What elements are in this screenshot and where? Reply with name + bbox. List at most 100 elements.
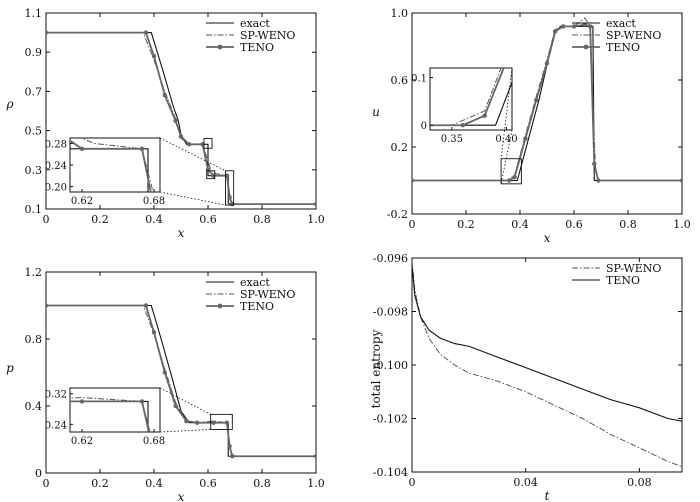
inset-series-marker-2-1 xyxy=(460,123,465,128)
legend-entry: SP-WENO xyxy=(606,29,661,42)
inset-y-tick-label: 0 xyxy=(421,121,427,132)
x-tick-label: 0.4 xyxy=(145,213,163,226)
inset-series-marker-2-8 xyxy=(56,130,60,134)
legend-entry: exact xyxy=(240,276,270,289)
legend-entry: exact xyxy=(606,17,636,30)
series-line-2 xyxy=(46,31,316,205)
series-marker-2-3 xyxy=(523,136,528,141)
x-tick-label: 0.8 xyxy=(253,213,271,226)
y-tick-label: 0.1 xyxy=(25,203,43,216)
y-tick-label: 0.5 xyxy=(25,125,43,138)
inset-series-marker-2-10 xyxy=(139,146,145,151)
legend-entry: SP-WENO xyxy=(606,262,661,275)
series-marker-2-6 xyxy=(195,420,200,425)
x-tick-label: 0.6 xyxy=(199,213,217,226)
series-marker-2-11 xyxy=(592,161,597,166)
x-axis-label: x xyxy=(544,231,551,245)
inset-series-line-2 xyxy=(430,68,505,127)
inset-y-tick-label: 0.1 xyxy=(411,74,427,85)
legend-entry: TENO xyxy=(606,274,640,287)
chart-panel-0: 0 0.2 0.4 0.6 0.8 1.0 0.1 0.3 0.5 0.7 0.9 1.1 x ρ exac… xyxy=(5,7,325,240)
x-tick-label: 0.4 xyxy=(511,218,529,231)
inset-connector-bottom xyxy=(159,191,226,206)
series-marker-2-12 xyxy=(596,178,601,183)
y-tick-label: 0.7 xyxy=(25,85,43,98)
inset-connector-top xyxy=(159,137,226,172)
inset-connector-top xyxy=(500,67,513,159)
plot-frame xyxy=(45,12,317,210)
x-tick-label: 0.04 xyxy=(513,476,538,489)
plot-frame xyxy=(45,271,317,474)
y-axis-label: total entropy xyxy=(369,329,383,408)
y-tick-label: -0.104 xyxy=(373,466,408,479)
series-line-0 xyxy=(46,304,316,457)
inset-x-tick-label: 0.68 xyxy=(143,196,165,207)
y-tick-label: 0.4 xyxy=(25,400,43,413)
x-axis-label: t xyxy=(545,489,550,502)
zoom-box-0 xyxy=(210,413,233,430)
series-marker-2-7 xyxy=(561,24,566,29)
inset-series-marker-2-9 xyxy=(79,146,85,151)
series-marker-2-7 xyxy=(211,420,216,425)
inset-series-marker-2-3 xyxy=(526,4,530,8)
series-marker-2-6 xyxy=(186,142,192,147)
series-marker-2-9 xyxy=(582,22,587,27)
series-marker-2-10 xyxy=(588,24,593,29)
series-marker-2-4 xyxy=(173,403,178,409)
inset-series-line-1 xyxy=(430,68,502,126)
zoom-box-2 xyxy=(225,170,235,206)
series-marker-2-4 xyxy=(173,118,178,124)
series-marker-2-5 xyxy=(178,134,184,139)
inset-x-tick-label: 0.62 xyxy=(71,436,93,447)
chart-panel-1: 0 0.2 0.4 0.6 0.8 1.0-0.20.20.61.0xuexactSP-W… xyxy=(372,4,691,245)
zoom-box-1 xyxy=(206,170,216,180)
y-tick-label: 1.1 xyxy=(25,7,43,20)
inset-series-marker-2-6 xyxy=(8,399,12,403)
series-line-2 xyxy=(412,23,682,182)
series-marker-2-3 xyxy=(162,370,167,375)
plot-frame xyxy=(411,257,683,473)
inset-series-line-0 xyxy=(430,80,512,126)
x-tick-label: 0 xyxy=(43,213,50,226)
inset-series-marker-2-9 xyxy=(152,453,156,457)
x-tick-label: 1.0 xyxy=(307,213,325,226)
y-tick-label: 0.9 xyxy=(25,46,43,59)
series-line-1 xyxy=(46,305,316,457)
series-marker-2-6 xyxy=(552,29,558,34)
series-marker-2-11 xyxy=(313,454,316,459)
y-tick-label: 0.6 xyxy=(391,74,409,87)
series-marker-2-0 xyxy=(412,178,415,183)
inset-x-tick-label: 0.68 xyxy=(143,436,165,447)
x-tick-label: 0.2 xyxy=(91,213,109,226)
inset-connector-top xyxy=(159,387,211,415)
inset-y-tick-label: 0.24 xyxy=(45,161,67,172)
series-marker-2-0 xyxy=(46,303,49,308)
series-marker-2-13 xyxy=(679,178,682,183)
series-marker-2-5 xyxy=(544,61,550,66)
legend-entry: TENO xyxy=(240,300,274,313)
x-tick-label: 0.8 xyxy=(619,218,637,231)
inset-x-tick-label: 0.35 xyxy=(441,134,463,145)
x-tick-label: 0 xyxy=(409,218,416,231)
series-marker-2-1 xyxy=(143,303,149,308)
inset-frame xyxy=(69,387,161,433)
y-tick-label: -0.102 xyxy=(373,413,408,426)
y-tick-label: 0.8 xyxy=(25,333,43,346)
series-line-2 xyxy=(46,304,316,458)
x-tick-label: 1.0 xyxy=(307,477,325,490)
inset-series-marker-2-7 xyxy=(32,60,36,64)
series-marker-2-4 xyxy=(534,97,539,103)
y-tick-label: 0 xyxy=(35,467,42,480)
inset-series-marker-2-7 xyxy=(79,399,85,404)
series-marker-2-2 xyxy=(151,53,157,59)
series-marker-2-8 xyxy=(571,24,577,29)
chart-panel-2: 0 0.2 0.4 0.6 0.8 1.0 0 0.4 0.8 1.2 x p exactSP-WENO… xyxy=(6,266,325,502)
x-tick-label: 0.2 xyxy=(91,477,109,490)
legend-marker-2 xyxy=(583,44,589,50)
series-line-1 xyxy=(412,17,682,181)
y-axis-label: u xyxy=(372,105,380,119)
series-marker-2-0 xyxy=(46,30,49,35)
legend-entry: SP-WENO xyxy=(240,288,295,301)
x-axis-label: x xyxy=(178,226,185,240)
